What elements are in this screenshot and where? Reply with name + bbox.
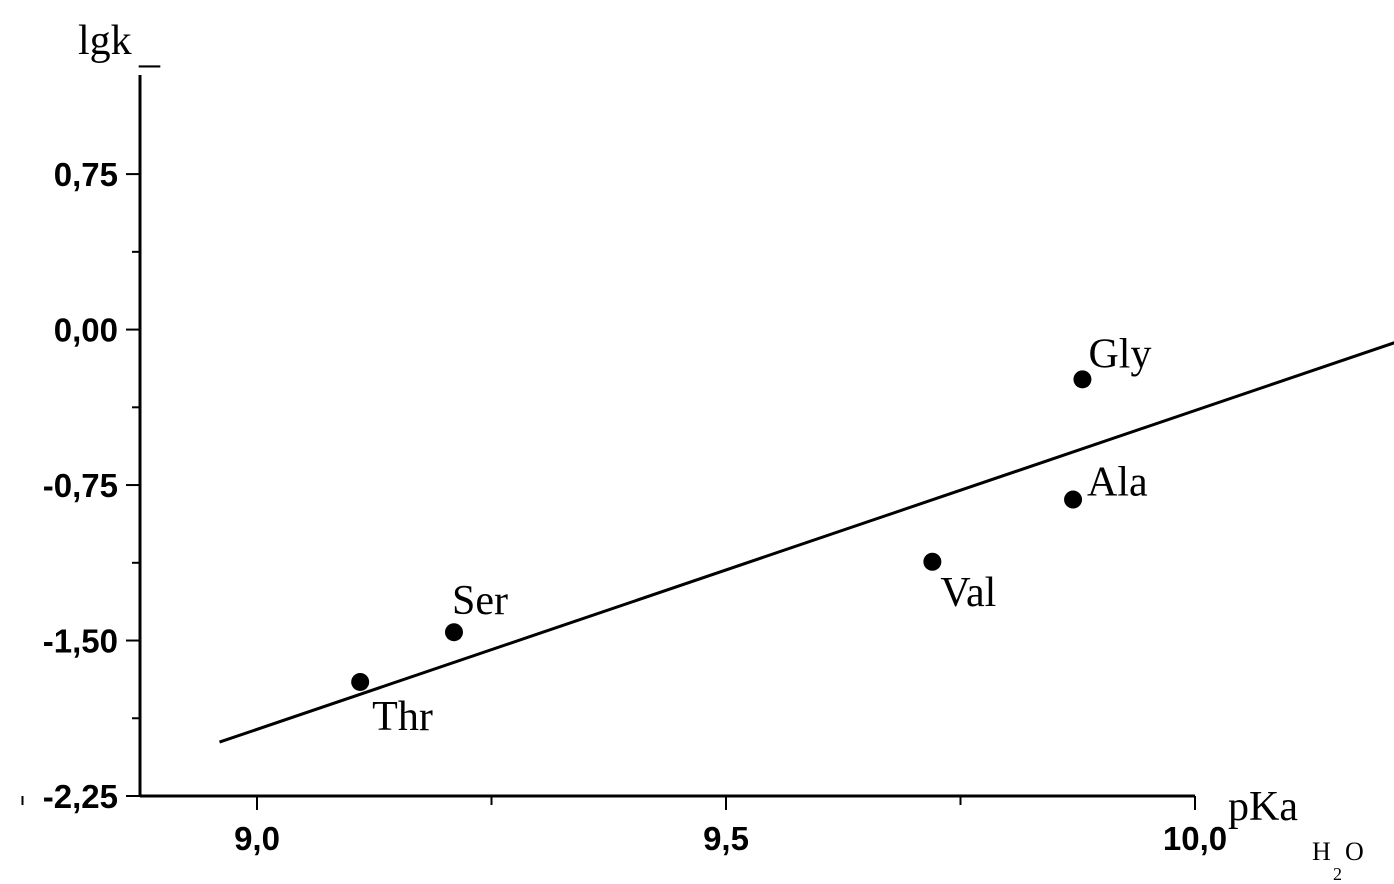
x-tick-label: 9,5 [703, 820, 749, 857]
data-point-thr [351, 672, 370, 691]
x-tick-label: 9,0 [234, 820, 280, 857]
y-axis-label: lgk [78, 18, 132, 64]
x-axis-label: pKa [1228, 784, 1298, 830]
y-tick-label: -2,25 [43, 778, 118, 815]
y-axis-label-suffix: _ [138, 26, 161, 72]
point-label-thr: Thr [372, 694, 433, 740]
fit-line-group [218, 341, 1394, 744]
x-axis-label-sub-o: O [1345, 837, 1364, 866]
y-tick-label: 0,00 [54, 312, 118, 349]
data-point-ser [444, 623, 463, 642]
point-label-gly: Gly [1088, 331, 1151, 377]
y-tick-label: 0,75 [54, 156, 118, 193]
data-point-ala [1064, 490, 1083, 509]
data-point-val [923, 552, 942, 571]
x-axis-label-sub-h: H [1312, 837, 1331, 866]
data-point-gly [1073, 370, 1092, 389]
fit-line [218, 341, 1394, 744]
x-axis-label-sub-2: 2 [1333, 864, 1342, 884]
data-points: ThrSerValAlaGlyPro [351, 331, 1151, 740]
y-tick-label: -1,50 [43, 623, 118, 660]
point-label-ala: Ala [1087, 460, 1148, 506]
point-label-val: Val [940, 570, 996, 616]
tick-labels: 9,09,510,010,511,00,750,00-0,75-1,50-2,2… [43, 156, 1227, 857]
point-label-ser: Ser [452, 578, 508, 624]
x-tick-label: 10,0 [1163, 820, 1227, 857]
axes [21, 75, 1196, 810]
y-tick-label: -0,75 [43, 467, 118, 504]
axis-titles: lgk _ pKa H 2 O [78, 18, 1364, 884]
